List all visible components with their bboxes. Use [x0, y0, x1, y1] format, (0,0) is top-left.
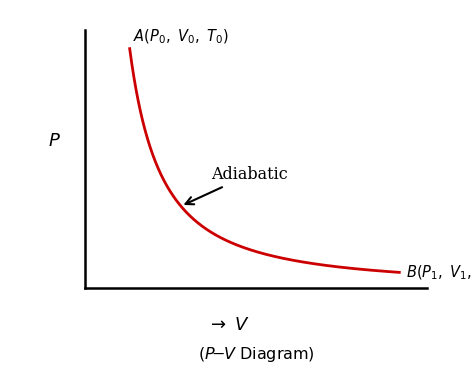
Text: $\rightarrow$$\ V$: $\rightarrow$$\ V$ — [207, 316, 250, 334]
Text: $A(P_0,\ V_0,\ T_0)$: $A(P_0,\ V_0,\ T_0)$ — [133, 28, 229, 46]
Text: $B(P_1,\ V_1,\ T_1)$: $B(P_1,\ V_1,\ T_1)$ — [406, 263, 474, 282]
Text: Adiabatic: Adiabatic — [185, 166, 288, 204]
Text: $P$: $P$ — [48, 132, 61, 149]
Text: $(P\!\!-\!\!V\ \mathrm{Diagram})$: $(P\!\!-\!\!V\ \mathrm{Diagram})$ — [198, 345, 314, 364]
